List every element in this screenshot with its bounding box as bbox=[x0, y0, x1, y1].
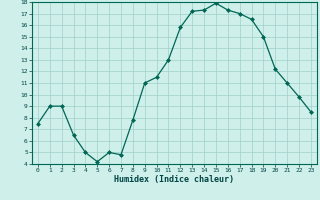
X-axis label: Humidex (Indice chaleur): Humidex (Indice chaleur) bbox=[115, 175, 234, 184]
